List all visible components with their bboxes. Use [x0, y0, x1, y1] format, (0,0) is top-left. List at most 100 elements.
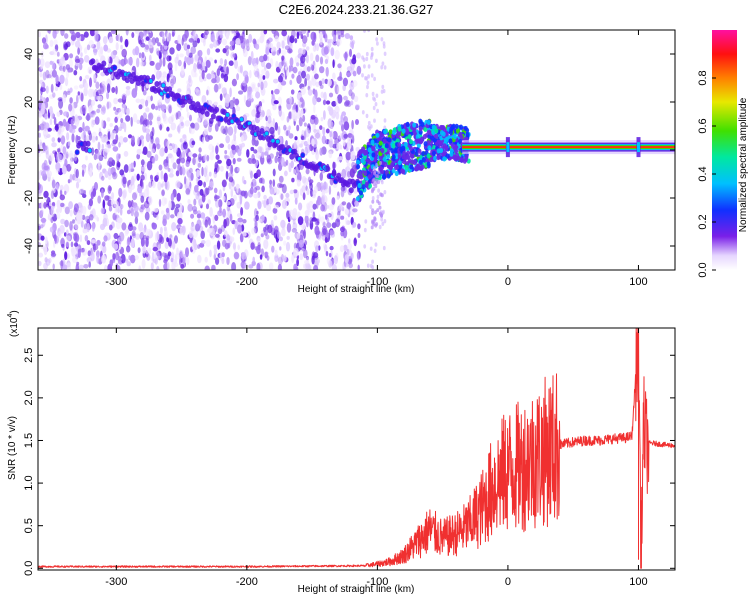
- spectrogram-noise-cell: [99, 85, 105, 95]
- spectrogram-noise-cell: [340, 226, 345, 233]
- colorbar-tick-label: 0.6: [697, 118, 709, 133]
- spectrogram-noise-cell: [88, 214, 94, 221]
- spectrogram-track-cell: [154, 81, 160, 87]
- spectrogram-track-cell: [372, 182, 376, 187]
- spectrogram-noise-cell: [177, 34, 181, 44]
- spectrogram-noise-cell: [349, 168, 355, 178]
- spectrogram-noise-cell: [69, 87, 73, 93]
- spectrogram-noise-cell: [352, 208, 358, 213]
- spectrogram-track-cell: [397, 160, 402, 166]
- spectrogram-noise-cell: [179, 53, 184, 58]
- spectrogram-noise-cell: [363, 30, 366, 33]
- spectrogram-track-peak: [275, 139, 280, 144]
- spectrogram-track-cell: [453, 156, 458, 162]
- spectrogram-noise-cell: [265, 70, 270, 79]
- spectrogram-noise-cell: [216, 68, 220, 77]
- spectrogram-noise-cell: [302, 192, 306, 201]
- spectrogram-noise-cell: [306, 66, 311, 72]
- snr-x-tick-label: 0: [505, 576, 511, 588]
- spectrogram-noise-cell: [339, 245, 345, 253]
- spectrogram-noise-cell: [96, 239, 101, 246]
- spectrogram-noise-cell: [67, 179, 71, 184]
- spectrogram-noise-cell: [155, 62, 161, 71]
- spectrogram-noise-cell: [292, 169, 296, 175]
- spectrogram-noise-cell: [255, 185, 261, 191]
- spectrogram-track-cell: [434, 128, 439, 134]
- spectrogram-noise-cell: [258, 177, 263, 184]
- spectrogram-noise-cell: [266, 154, 271, 163]
- spectrogram-noise-cell: [318, 80, 323, 86]
- spectrogram-noise-cell: [356, 250, 361, 260]
- spectrogram-noise-cell: [168, 107, 172, 113]
- spectrogram-noise-cell: [38, 113, 43, 118]
- spectrogram-noise-cell: [140, 237, 145, 247]
- spectrogram-track-cell: [204, 111, 210, 117]
- spectrogram-noise-cell: [148, 247, 152, 254]
- spectrogram-noise-cell: [134, 30, 141, 34]
- spectrogram-noise-cell: [196, 169, 201, 178]
- spectrogram-noise-cell: [252, 38, 257, 45]
- spectrogram-noise-cell: [215, 145, 219, 155]
- spectrogram-noise-cell: [126, 261, 131, 267]
- spectrogram-noise-cell: [291, 109, 297, 120]
- spectrogram-noise-cell: [182, 134, 187, 140]
- spectrogram-noise-cell: [317, 259, 320, 264]
- spectrogram-noise-cell: [162, 57, 166, 67]
- spectrogram-noise-cell: [296, 232, 301, 240]
- spectrogram-noise-cell: [170, 155, 175, 164]
- spectrogram-noise-cell: [324, 58, 329, 64]
- spectrogram-noise-cell: [116, 161, 121, 168]
- spectrogram-noise-cell: [336, 38, 342, 46]
- spectrogram-noise-cell: [256, 169, 261, 178]
- spectrogram-noise-cell: [242, 80, 247, 87]
- spectrogram-noise-cell: [248, 33, 253, 43]
- spectrogram-noise-cell: [140, 195, 145, 203]
- spectrogram-noise-cell: [300, 55, 306, 64]
- spectrogram-x-tick-label: 100: [629, 276, 647, 288]
- spectrogram-noise-cell: [267, 115, 272, 124]
- spectrogram-noise-cell: [234, 220, 238, 230]
- spectrogram-noise-cell: [222, 239, 227, 247]
- spectrogram-noise-cell: [233, 133, 237, 142]
- spectrogram-noise-cell: [232, 158, 236, 165]
- spectrogram-noise-cell: [350, 134, 355, 140]
- spectrogram-band-core: [462, 146, 675, 149]
- spectrogram-y-tick-label: 40: [23, 48, 35, 60]
- spectrogram-noise-cell: [239, 194, 243, 205]
- spectrogram-noise-cell: [108, 186, 112, 192]
- spectrogram-noise-cell: [94, 116, 100, 125]
- spectrogram-noise-cell: [52, 92, 56, 98]
- spectrogram-noise-cell: [44, 128, 49, 136]
- spectrogram-noise-cell: [264, 242, 268, 250]
- spectrogram-track-cell: [406, 150, 410, 156]
- spectrogram-noise-cell: [146, 235, 150, 241]
- spectrogram-noise-cell: [322, 99, 327, 106]
- spectrogram-noise-cell: [45, 236, 48, 245]
- spectrogram-noise-cell: [166, 210, 170, 220]
- spectrogram-noise-cell: [102, 222, 106, 229]
- spectrogram-noise-cell: [301, 70, 306, 79]
- spectrogram-noise-cell: [296, 124, 300, 132]
- spectrogram-noise-cell: [367, 64, 371, 69]
- spectrogram-noise-cell: [40, 63, 44, 70]
- spectrogram-noise-cell: [191, 68, 197, 78]
- spectrogram-noise-cell: [169, 47, 175, 55]
- spectrogram-noise-cell: [115, 219, 121, 230]
- spectrogram-noise-cell: [346, 248, 350, 256]
- spectrogram-noise-cell: [180, 157, 186, 164]
- spectrogram-noise-cell: [116, 265, 121, 270]
- spectrogram-noise-cell: [150, 262, 154, 270]
- spectrogram-noise-cell: [290, 160, 294, 169]
- spectrogram-noise-cell: [228, 176, 234, 183]
- spectrogram-noise-cell: [52, 30, 57, 39]
- spectrogram-noise-cell: [57, 97, 63, 102]
- spectrogram-noise-cell: [147, 112, 154, 121]
- spectrogram-noise-cell: [256, 237, 261, 245]
- spectrogram-noise-cell: [272, 118, 275, 128]
- spectrogram-noise-cell: [320, 91, 325, 99]
- spectrogram-noise-cell: [185, 247, 189, 258]
- spectrogram-noise-cell: [101, 175, 105, 181]
- spectrogram-noise-cell: [154, 154, 159, 162]
- spectrogram-track-cell: [414, 151, 419, 157]
- spectrogram-noise-cell: [345, 172, 349, 177]
